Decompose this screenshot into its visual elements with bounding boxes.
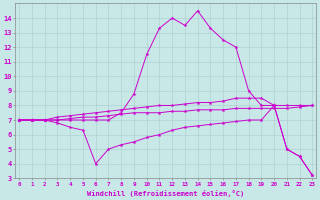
X-axis label: Windchill (Refroidissement éolien,°C): Windchill (Refroidissement éolien,°C) xyxy=(87,190,244,197)
